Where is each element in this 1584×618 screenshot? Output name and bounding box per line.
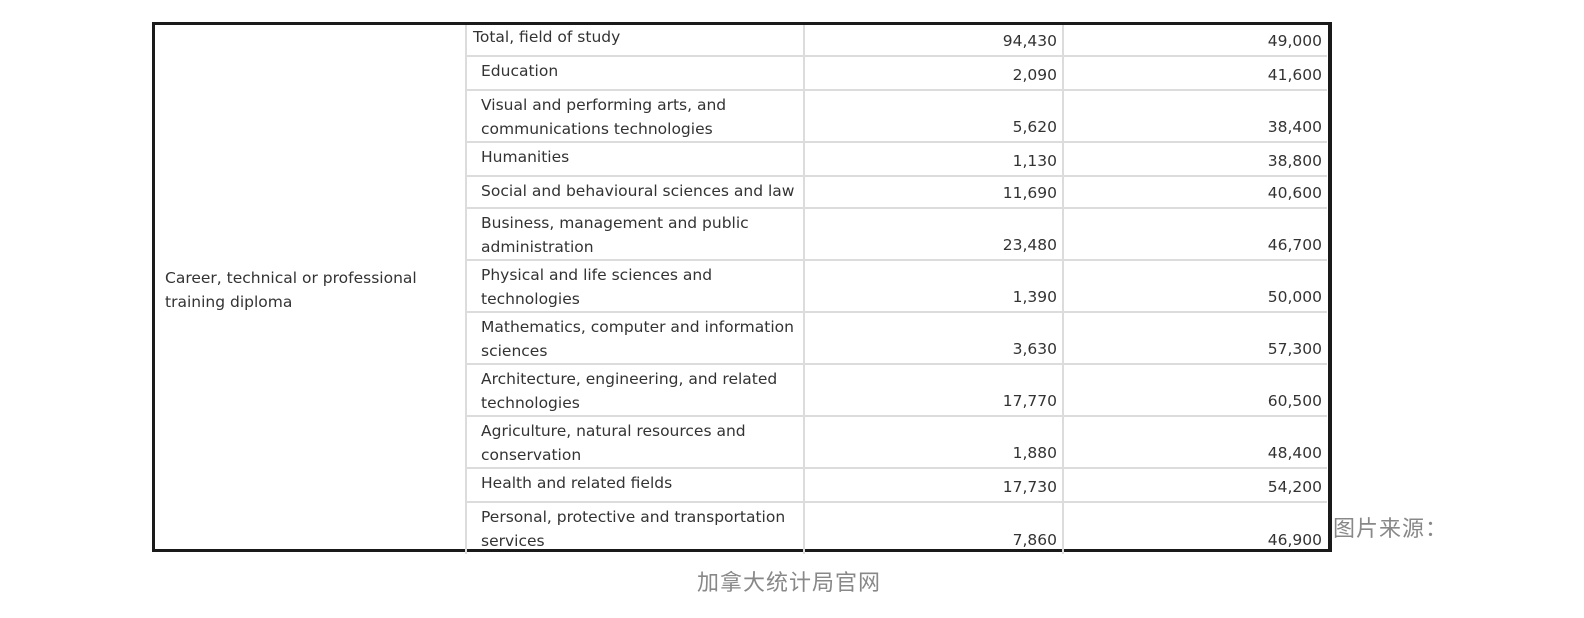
count-cell: 11,690	[803, 175, 1064, 209]
table-row: Mathematics, computer and information sc…	[155, 311, 1327, 365]
count-cell: 5,620	[803, 89, 1064, 143]
table-row: Physical and life sciences and technolog…	[155, 259, 1327, 313]
data-table-frame: Career, technical or professional traini…	[152, 22, 1332, 554]
field-of-study-cell: Education	[465, 55, 805, 91]
count-cell: 1,130	[803, 141, 1064, 177]
value-cell: 46,900	[1062, 501, 1327, 554]
value-cell: 57,300	[1062, 311, 1327, 365]
value-cell: 38,400	[1062, 89, 1327, 143]
table-row: Business, management and public administ…	[155, 207, 1327, 261]
count-cell: 7,860	[803, 501, 1064, 554]
table-row: Architecture, engineering, and related t…	[155, 363, 1327, 417]
table-row: Visual and performing arts, and communic…	[155, 89, 1327, 143]
value-cell: 49,000	[1062, 25, 1327, 57]
table-row: Personal, protective and transportation …	[155, 501, 1327, 554]
field-of-study-cell: Total, field of study	[465, 25, 805, 57]
count-cell: 3,630	[803, 311, 1064, 365]
value-cell: 40,600	[1062, 175, 1327, 209]
count-cell: 1,390	[803, 259, 1064, 313]
group-label-cell: Career, technical or professional traini…	[155, 25, 467, 554]
value-cell: 48,400	[1062, 415, 1327, 469]
count-cell: 23,480	[803, 207, 1064, 261]
field-of-study-cell: Business, management and public administ…	[465, 207, 805, 261]
field-of-study-cell: Mathematics, computer and information sc…	[465, 311, 805, 365]
table-row: Education 2,090 41,600	[155, 55, 1327, 91]
data-table: Career, technical or professional traini…	[155, 25, 1327, 554]
table-row: Social and behavioural sciences and law 1…	[155, 175, 1327, 209]
value-cell: 60,500	[1062, 363, 1327, 417]
count-cell: 1,880	[803, 415, 1064, 469]
value-cell: 41,600	[1062, 55, 1327, 91]
field-of-study-cell: Social and behavioural sciences and law	[465, 175, 805, 209]
table-row: Career, technical or professional traini…	[155, 25, 1327, 554]
count-cell: 17,770	[803, 363, 1064, 417]
value-cell: 50,000	[1062, 259, 1327, 313]
field-of-study-cell: Physical and life sciences and technolog…	[465, 259, 805, 313]
field-of-study-cell: Architecture, engineering, and related t…	[465, 363, 805, 417]
field-of-study-cell: Personal, protective and transportation …	[465, 501, 805, 554]
value-cell: 54,200	[1062, 467, 1327, 503]
value-cell: 46,700	[1062, 207, 1327, 261]
field-of-study-cell: Health and related fields	[465, 467, 805, 503]
count-cell: 17,730	[803, 467, 1064, 503]
field-of-study-cell: Humanities	[465, 141, 805, 177]
table-row: Agriculture, natural resources and conse…	[155, 415, 1327, 469]
value-cell: 38,800	[1062, 141, 1327, 177]
count-cell: 2,090	[803, 55, 1064, 91]
image-source-name: 加拿大统计局官网	[697, 571, 882, 596]
table-row: Humanities 1,130 38,800	[155, 141, 1327, 177]
table-row: Health and related fields 17,730 54,200	[155, 467, 1327, 503]
image-source-label: 图片来源：	[1333, 517, 1449, 542]
field-of-study-cell: Agriculture, natural resources and conse…	[465, 415, 805, 469]
field-of-study-cell: Visual and performing arts, and communic…	[465, 89, 805, 143]
count-cell: 94,430	[803, 25, 1064, 57]
